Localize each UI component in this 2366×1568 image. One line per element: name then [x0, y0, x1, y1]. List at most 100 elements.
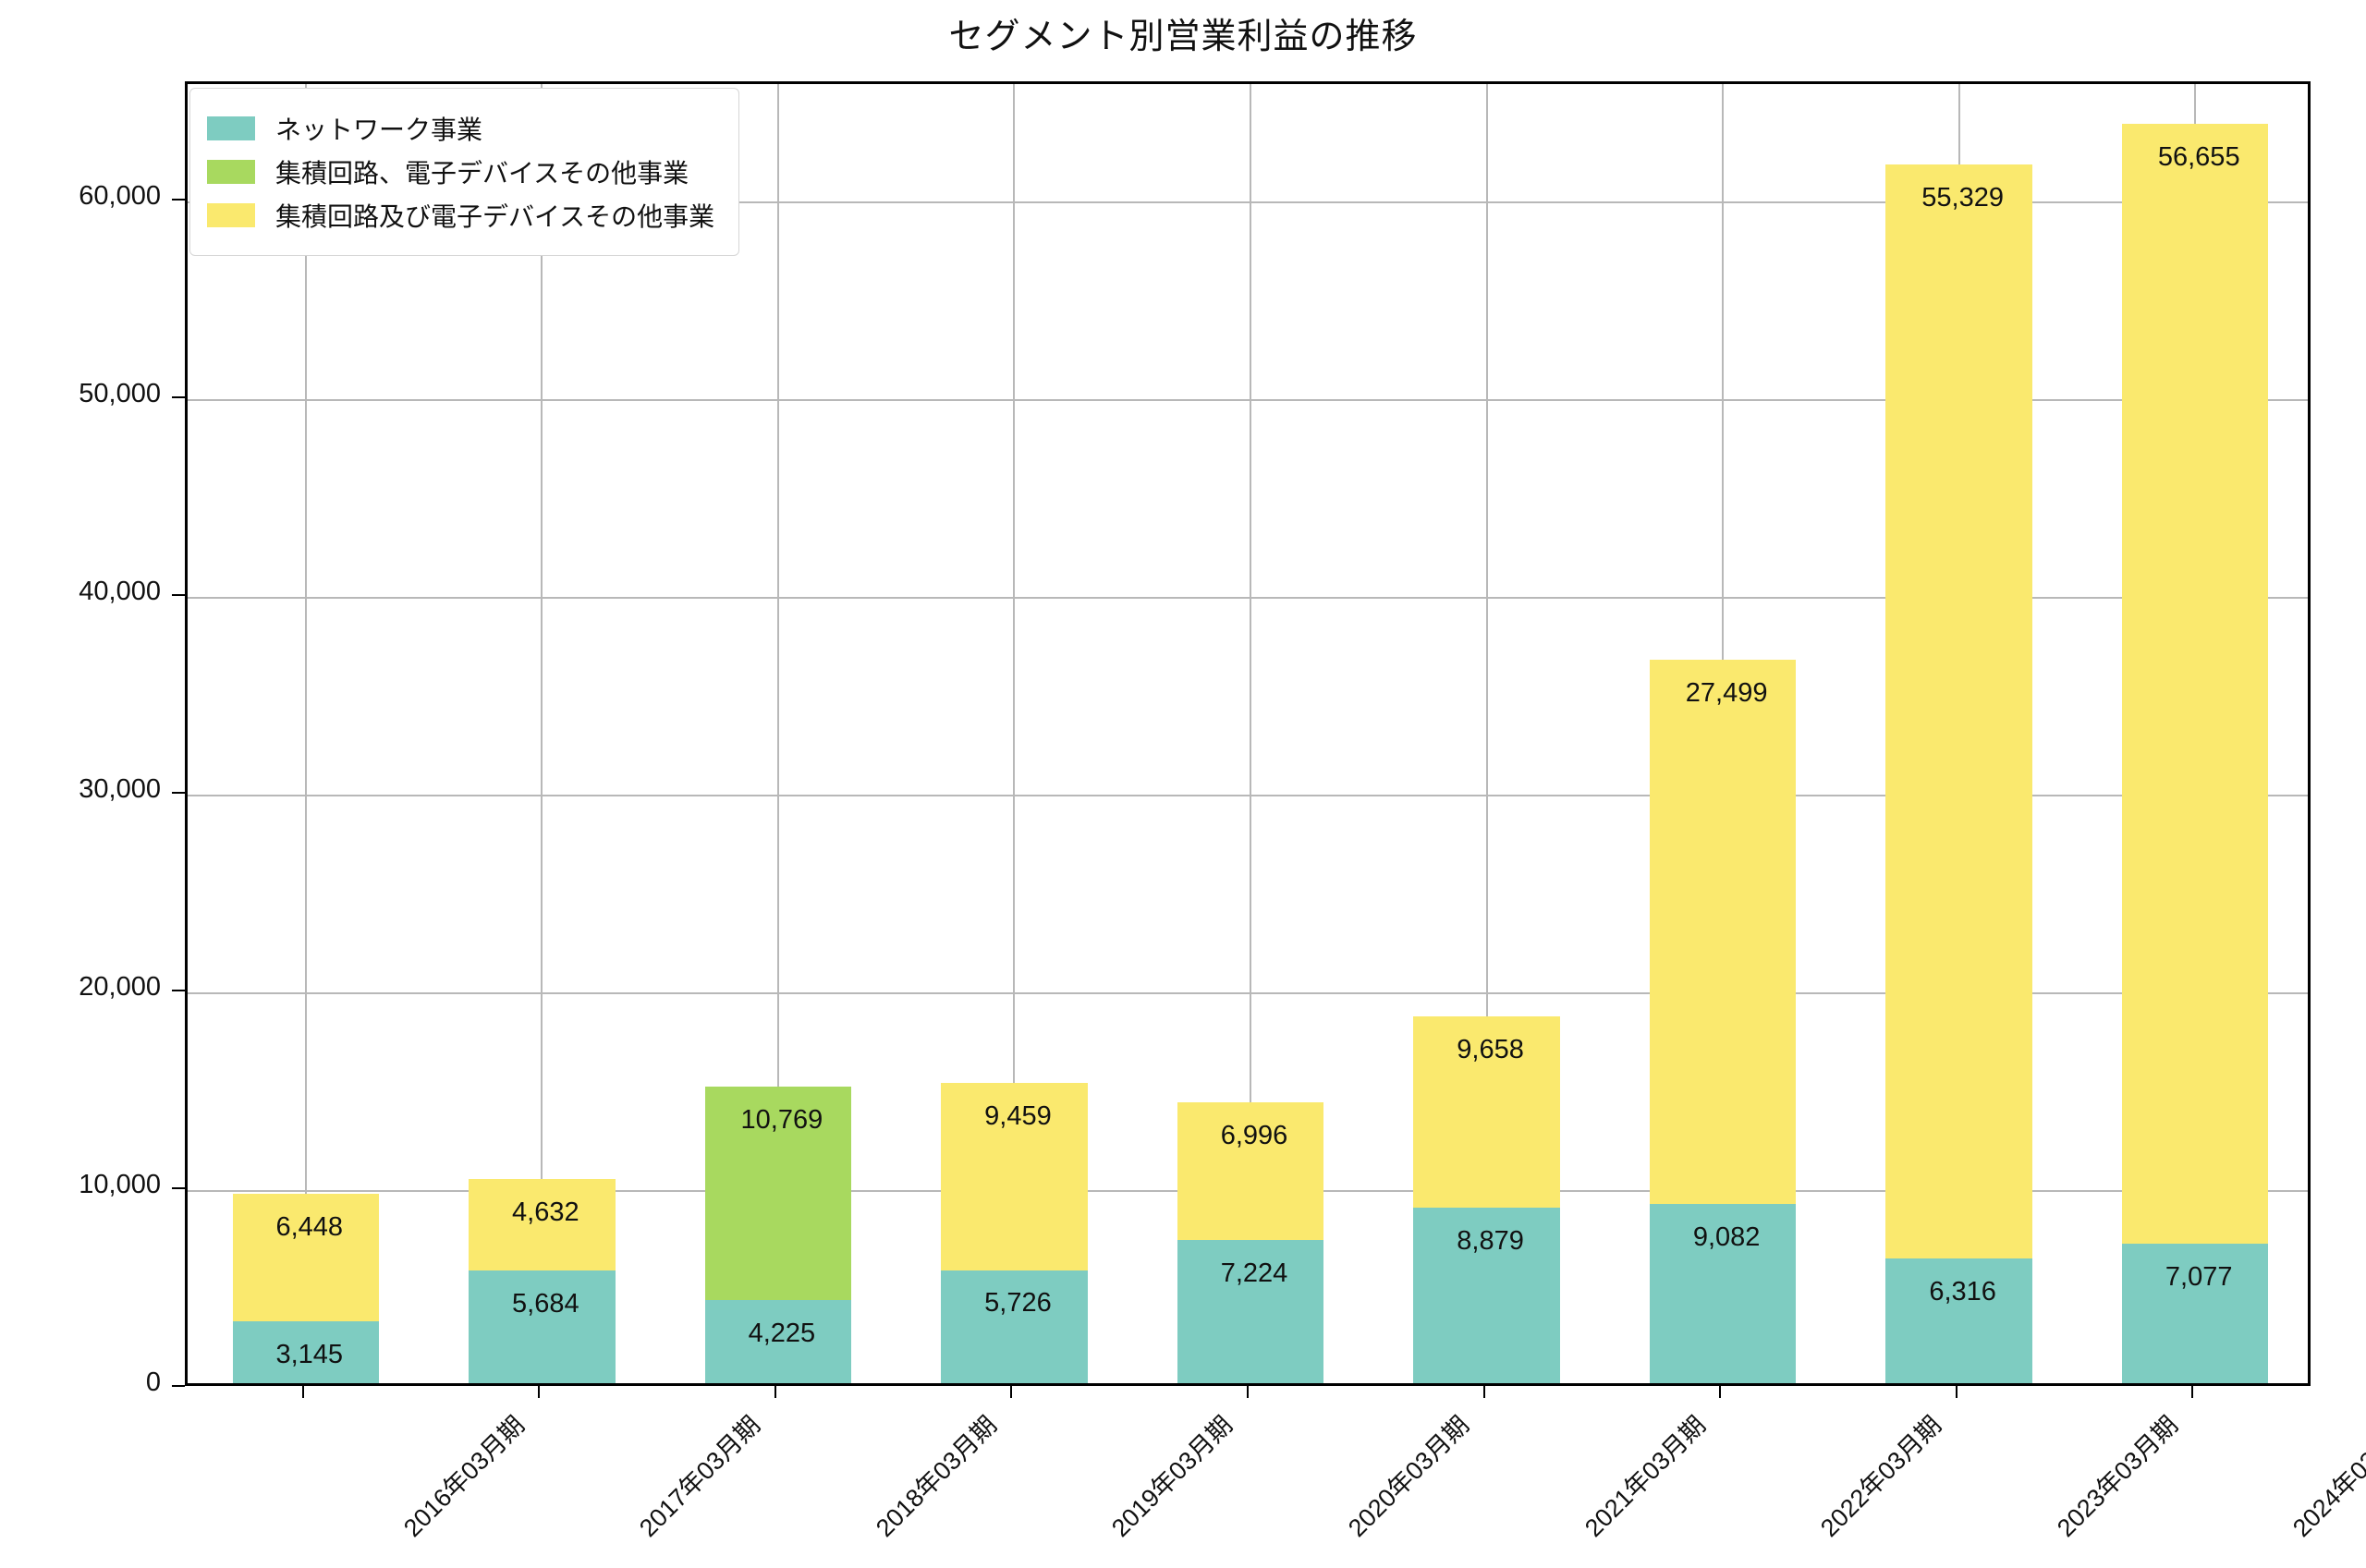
y-tick-mark [172, 396, 185, 399]
y-tick-mark [172, 199, 185, 201]
x-tick-label: 2016年03月期 [397, 1410, 531, 1543]
bar-stack[interactable] [1649, 79, 1797, 1383]
bar-stack[interactable] [1413, 79, 1560, 1383]
bar-segment[interactable] [941, 1083, 1088, 1270]
legend-color-swatch [207, 203, 255, 227]
bar-value-label: 4,632 [512, 1197, 579, 1228]
bar-segment[interactable] [232, 1193, 379, 1321]
bar-segment[interactable] [1649, 1203, 1797, 1383]
y-tick-label: 50,000 [79, 379, 161, 409]
gridline-horizontal [188, 992, 2308, 995]
bar-value-label: 9,082 [1692, 1222, 1761, 1252]
bar-segment[interactable] [1177, 1101, 1324, 1241]
x-tick-mark [538, 1386, 541, 1398]
x-tick-mark [1955, 1386, 1957, 1398]
chart-title: セグメント別営業利益の推移 [948, 18, 1418, 56]
y-tick-label: 30,000 [79, 774, 161, 805]
gridline-vertical [776, 84, 779, 1383]
bar-stack[interactable] [469, 79, 616, 1383]
bar-segment[interactable] [941, 1270, 1088, 1383]
y-tick-label: 20,000 [79, 972, 161, 1003]
bar-value-label: 7,077 [2165, 1261, 2233, 1292]
gridline-horizontal [188, 399, 2308, 402]
bar-segment[interactable] [1413, 1016, 1560, 1209]
gridline-horizontal [188, 597, 2308, 600]
legend-item[interactable]: 集積回路、電子デバイスその他事業 [207, 153, 714, 190]
y-tick-mark [172, 792, 185, 795]
bar-segment[interactable] [1413, 1208, 1560, 1383]
x-tick-mark [1010, 1386, 1013, 1398]
bar-value-label: 8,879 [1457, 1226, 1524, 1257]
gridline-vertical [541, 84, 543, 1383]
bar-value-label: 3,145 [275, 1339, 344, 1369]
gridline-vertical [1013, 84, 1016, 1383]
x-tick-mark [774, 1386, 776, 1398]
x-tick-mark [1247, 1386, 1249, 1398]
y-tick-mark [172, 594, 185, 597]
bar-segment[interactable] [2122, 1243, 2269, 1383]
bar-value-label: 27,499 [1685, 678, 1768, 709]
x-tick-label: 2018年03月期 [870, 1410, 1003, 1543]
x-tick-label: 2022年03月期 [1815, 1410, 1947, 1543]
legend-color-swatch [207, 160, 255, 184]
bar-value-label: 4,225 [748, 1318, 816, 1348]
y-tick-mark [172, 1385, 185, 1387]
legend-item[interactable]: 集積回路及び電子デバイスその他事業 [207, 197, 714, 234]
x-tick-label: 2024年03月期 [2287, 1410, 2366, 1543]
bar-value-label: 10,769 [740, 1105, 823, 1136]
gridline-vertical [1485, 84, 1488, 1383]
bar-value-label: 55,329 [1921, 183, 2005, 213]
y-tick-label: 40,000 [79, 577, 161, 607]
bar-value-label: 9,658 [1457, 1035, 1524, 1065]
y-tick-mark [172, 1187, 185, 1190]
y-tick-mark [172, 990, 185, 992]
bar-stack[interactable] [941, 79, 1088, 1383]
gridline-vertical [304, 84, 307, 1383]
chart-legend: ネットワーク事業集積回路、電子デバイスその他事業 集積回路及び電子デバイスその他事… [189, 88, 740, 256]
x-tick-label: 2019年03月期 [1106, 1410, 1238, 1543]
x-tick-mark [1482, 1386, 1485, 1398]
legend-item-label: 集積回路、電子デバイスその他事業 [275, 159, 689, 188]
bar-stack[interactable] [232, 79, 379, 1383]
bar-value-label: 7,224 [1220, 1258, 1288, 1289]
bar-value-label: 5,684 [512, 1289, 579, 1319]
bar-value-label: 6,448 [275, 1211, 344, 1242]
legend-item[interactable]: ネットワーク事業 [207, 110, 714, 147]
bar-stack[interactable] [1885, 79, 2032, 1383]
bar-stack[interactable] [2122, 79, 2269, 1383]
bar-value-label: 6,316 [1929, 1276, 1996, 1307]
bar-segment[interactable] [704, 1087, 852, 1300]
gridline-horizontal [188, 795, 2308, 797]
x-tick-label: 2021年03月期 [1579, 1410, 1711, 1543]
bar-segment[interactable] [1885, 1258, 2032, 1383]
bar-stack[interactable] [1177, 79, 1324, 1383]
y-tick-label: 0 [145, 1367, 161, 1397]
bar-segment[interactable] [2122, 123, 2269, 1244]
gridline-vertical [1250, 84, 1251, 1383]
bar-segment[interactable] [469, 1179, 616, 1271]
bar-segment[interactable] [704, 1299, 852, 1383]
x-tick-mark [2191, 1386, 2194, 1398]
x-tick-mark [301, 1386, 304, 1398]
bar-segment[interactable] [1649, 660, 1797, 1204]
plot-area: 3,145 6,448 5,684 4,632 4,225 10,769 5,726 9,45… [185, 81, 2311, 1386]
legend-item-label: 集積回路及び電子デバイスその他事業 [275, 202, 715, 231]
bar-value-label: 6,996 [1220, 1120, 1288, 1150]
bar-segment[interactable] [1885, 164, 2032, 1258]
bar-segment[interactable] [232, 1320, 379, 1383]
bar-segment[interactable] [1177, 1240, 1324, 1383]
bar-stack[interactable] [704, 79, 852, 1383]
legend-item-label: ネットワーク事業 [275, 115, 483, 144]
gridline-horizontal [188, 201, 2308, 204]
y-tick-label: 10,000 [79, 1170, 161, 1200]
legend-color-swatch [207, 116, 255, 140]
x-tick-label: 2023年03月期 [2051, 1410, 2183, 1543]
x-tick-label: 2017年03月期 [634, 1410, 766, 1543]
bar-value-label: 5,726 [984, 1288, 1052, 1319]
y-tick-label: 60,000 [79, 181, 161, 212]
bar-segment[interactable] [469, 1270, 616, 1383]
x-tick-label: 2020年03月期 [1343, 1410, 1475, 1543]
bar-value-label: 9,459 [984, 1101, 1052, 1132]
x-tick-mark [1719, 1386, 1722, 1398]
